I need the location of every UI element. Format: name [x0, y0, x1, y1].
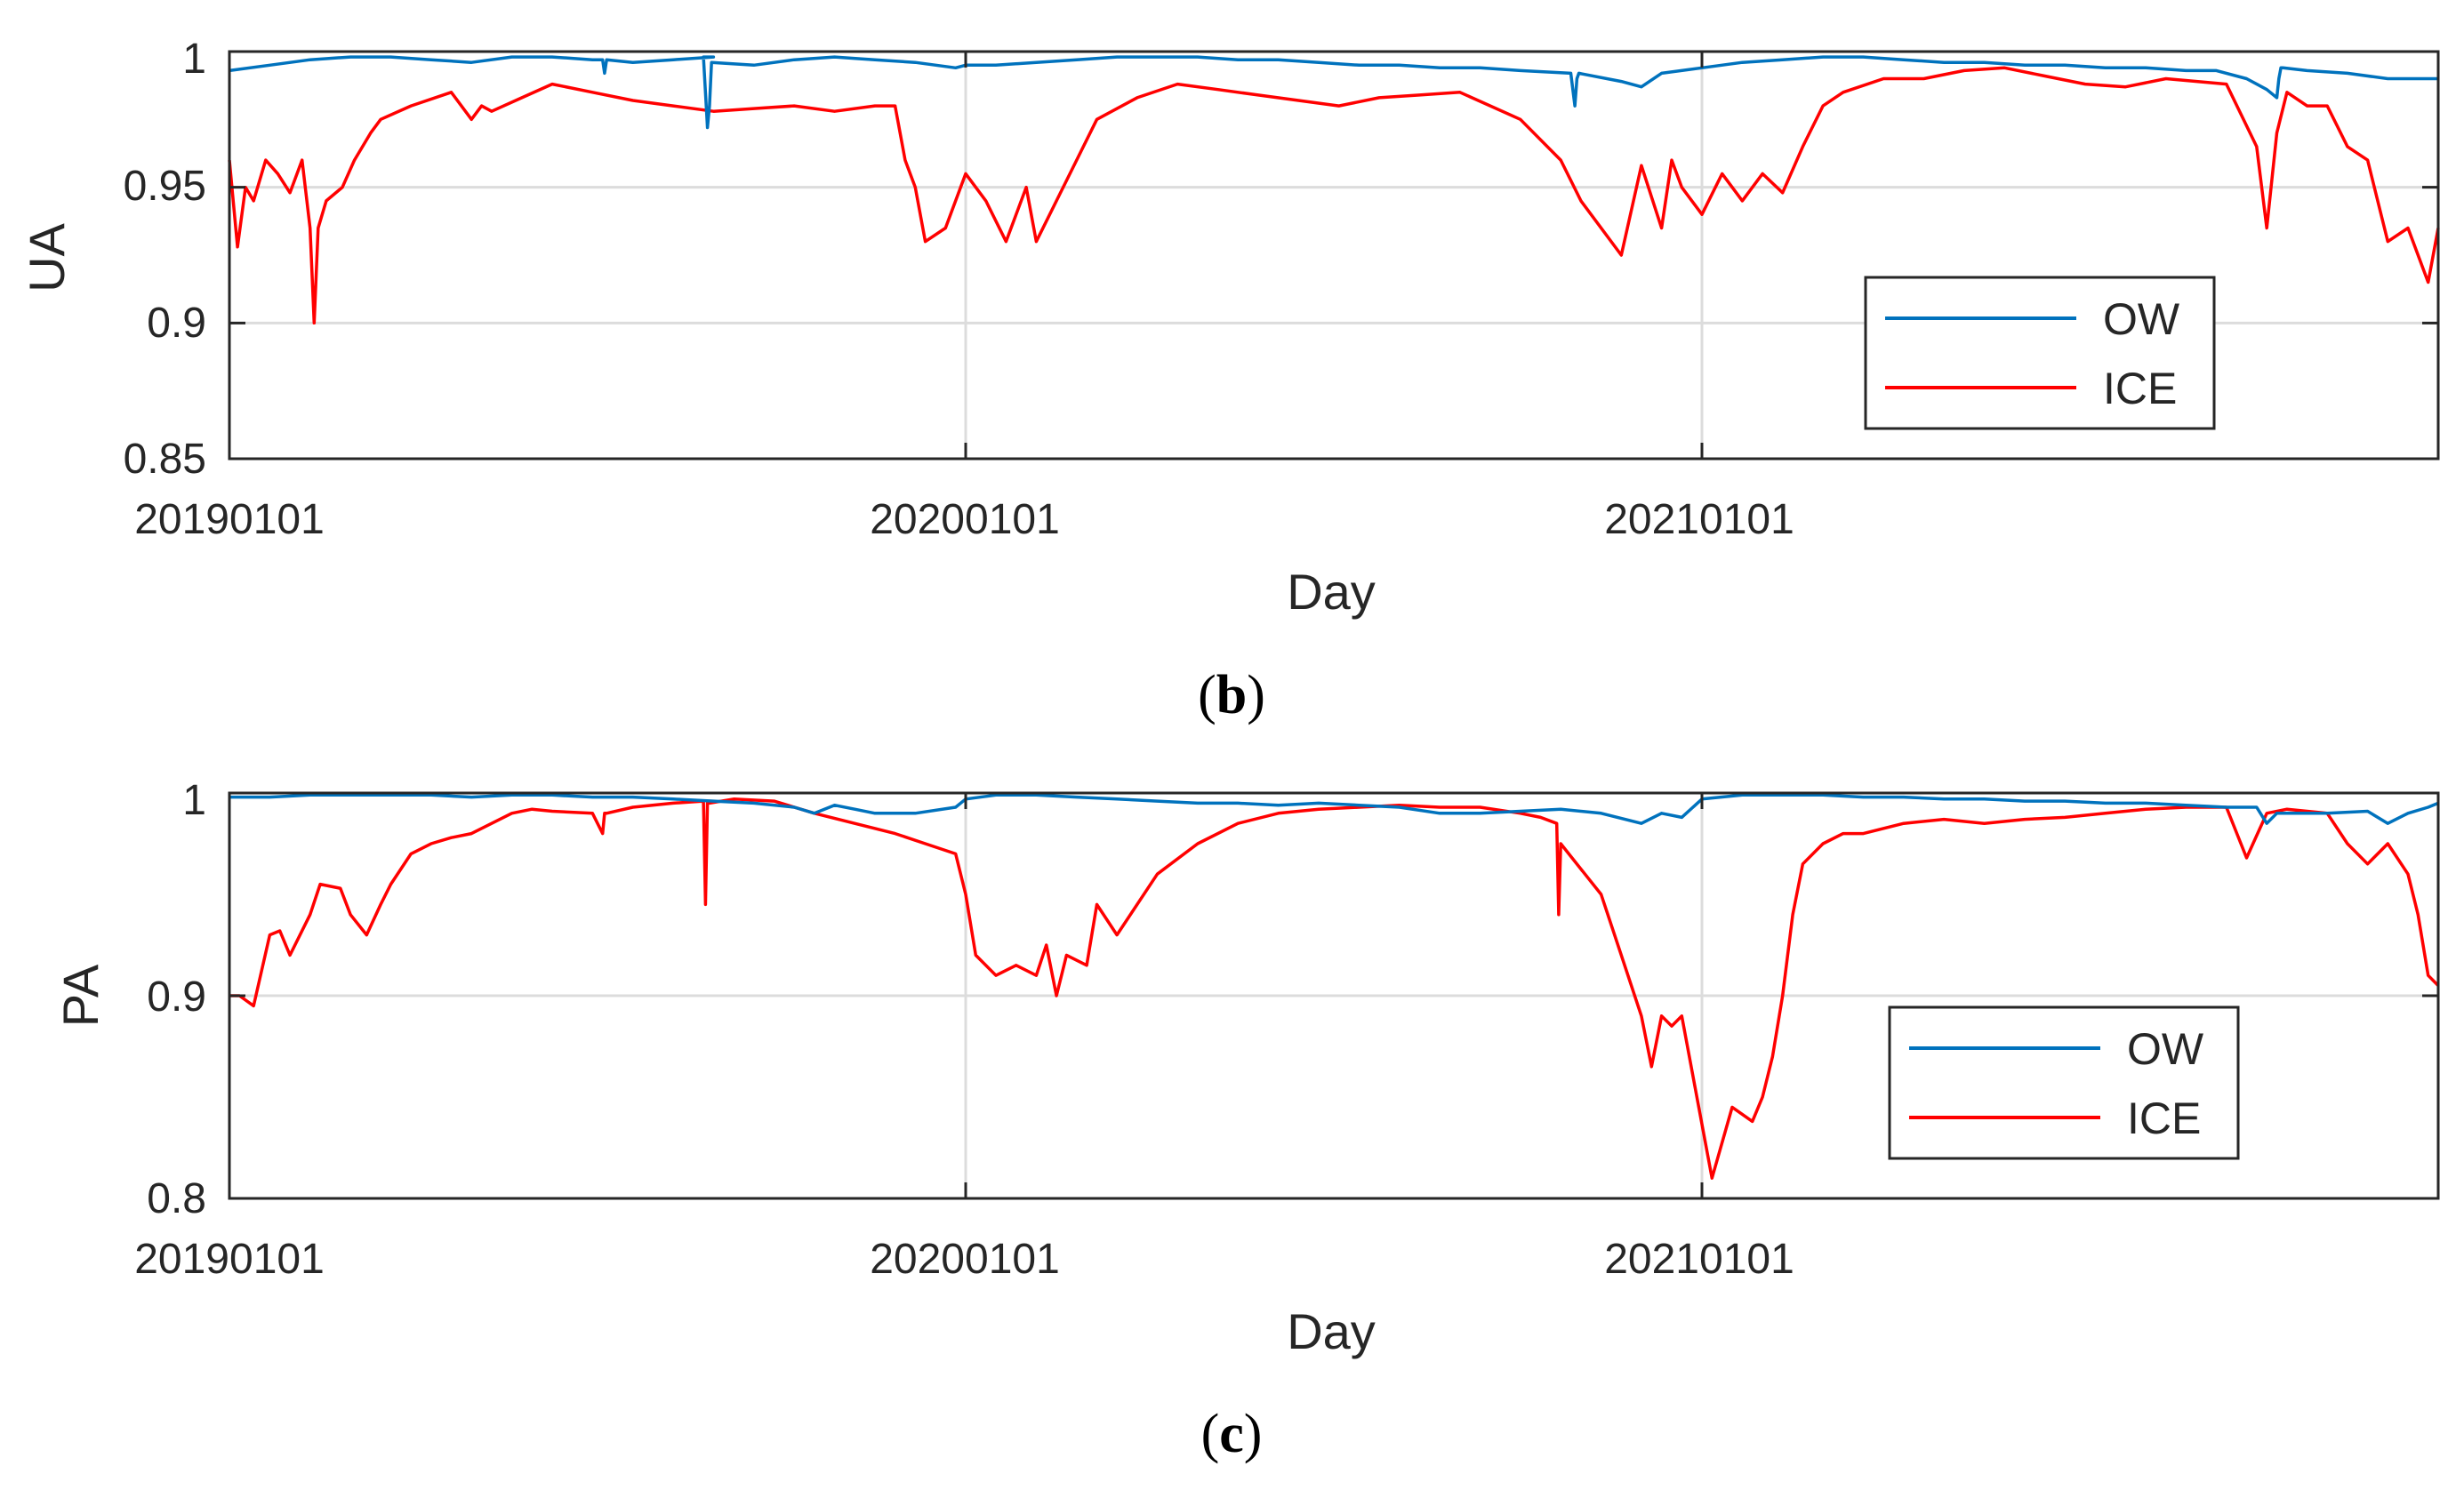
series-layer [228, 55, 2440, 325]
y-tick-label: 0.95 [124, 163, 206, 210]
x-tick-label: 20190101 [134, 496, 325, 543]
y-tick-label: 0.85 [124, 436, 206, 483]
legend-label-ice: ICE [2103, 364, 2177, 413]
plot-frame [228, 50, 2440, 461]
legend: OW ICE [1888, 1005, 2240, 1160]
y-tick-label: 0.8 [147, 1175, 206, 1222]
legend-box [1864, 276, 2216, 430]
legend-label-ice: ICE [2127, 1093, 2201, 1143]
y-axis-label: PA [52, 964, 108, 1027]
series-line-ice [228, 66, 2440, 325]
chart-panel-pa: 1 0.9 0.8 20190101 20200101 20210101 Day… [52, 777, 2440, 1464]
legend-label-ow: OW [2103, 294, 2180, 344]
legend-box [1888, 1005, 2240, 1160]
x-tick-label: 20210101 [1604, 496, 1794, 543]
y-tick-label: 1 [182, 777, 206, 824]
x-axis-label: Day [1287, 1303, 1376, 1359]
x-tick-label: 20200101 [870, 1236, 1060, 1283]
legend: OW ICE [1864, 276, 2216, 430]
legend-label-ow: OW [2127, 1024, 2204, 1074]
series-line-ow [229, 55, 2438, 130]
x-tick-label: 20190101 [134, 1236, 325, 1283]
tick-marks [228, 791, 2438, 1200]
x-tick-label: 20200101 [870, 496, 1060, 543]
y-tick-label: 1 [182, 36, 206, 83]
tick-marks [228, 50, 2438, 461]
series-line-ow [229, 793, 2439, 825]
y-tick-label: 0.9 [147, 973, 206, 1021]
series-line-ice [229, 797, 2440, 1180]
series-layer [229, 793, 2440, 1180]
panel-label-b: (b) [1198, 665, 1265, 725]
y-tick-label: 0.9 [147, 300, 206, 347]
chart-panel-ua: 1 0.95 0.9 0.85 20190101 20200101 202101… [19, 36, 2440, 725]
x-axis-label: Day [1287, 564, 1376, 620]
y-axis-label: UA [19, 222, 75, 292]
x-tick-label: 20210101 [1604, 1236, 1794, 1283]
panel-label-c: (c) [1201, 1404, 1263, 1464]
